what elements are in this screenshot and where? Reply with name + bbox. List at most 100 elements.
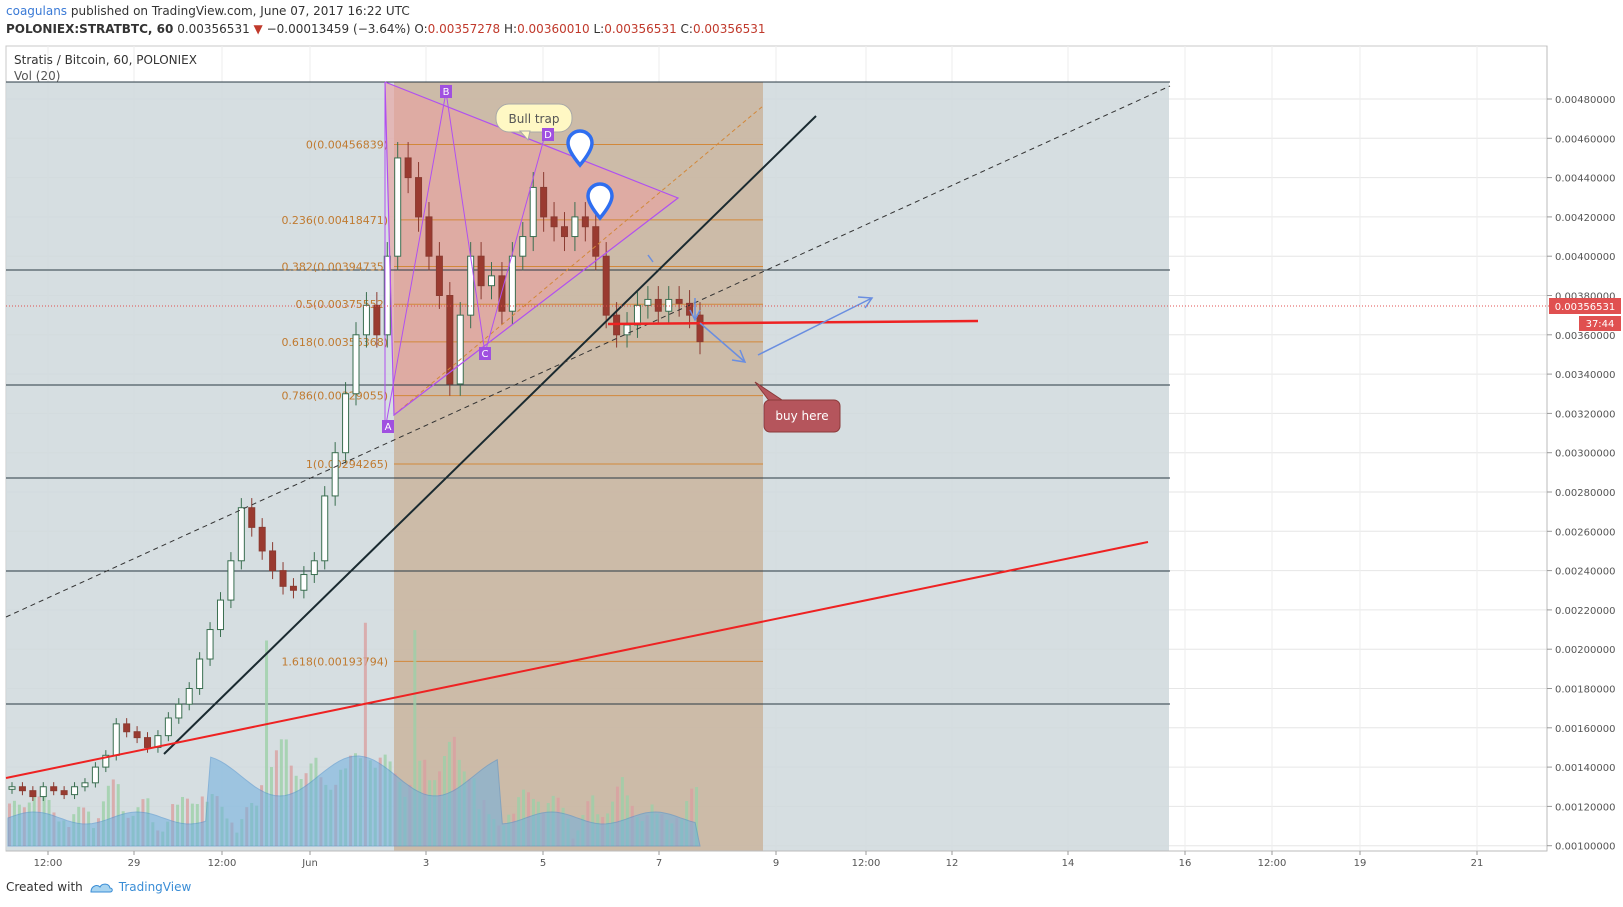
fib-level-label: 1(0.00294265) [306,458,388,471]
candle-body [342,393,350,454]
candle-body [404,157,412,179]
candle-body [269,550,277,572]
ohlc-line: POLONIEX:STRATBTC, 60 0.00356531 ▼ −0.00… [6,22,766,36]
high-label: H: [504,22,518,36]
open-value: 0.00357278 [427,22,501,36]
red-support-line [5,541,1149,779]
candle-body [581,216,589,228]
candle-body [331,452,339,497]
candle-body [488,275,496,287]
fib-level-label: 1.618(0.00193794) [281,655,388,668]
point-a-label: A [382,420,394,433]
candle-body [675,298,683,304]
time-tick-label: 29 [128,858,141,869]
candle-body [237,507,245,562]
projection-arrows [647,254,874,363]
time-tick-label: 12:00 [208,858,237,869]
volume-bar [620,777,624,846]
current-price-badge: 0.00356531 [1549,298,1621,314]
candle-body [29,790,37,798]
volume-bar [591,795,595,846]
time-axis[interactable]: 12:00 29 12:00 Jun 3 5 7 9 12:00 12 14 16 12:00 19 21 [6,850,1547,869]
volume-bar [200,796,204,846]
black-trend-line [163,115,817,755]
author-link[interactable]: coagulans [6,4,68,18]
candle-body [258,526,266,552]
current-price-text: 0.00356531 [1555,302,1615,313]
candle-body [508,255,516,312]
price-tick-label: 0.00120000 [1555,802,1615,813]
svg-text:C: C [482,349,489,360]
price-axis[interactable]: 0.00480000 0.00460000 0.00440000 0.00420000… [1547,95,1615,853]
time-tick-label: 3 [423,858,429,869]
candle-body [602,255,610,316]
time-tick-label: 14 [1062,858,1075,869]
svg-text:A: A [385,422,392,433]
candle-body [185,688,193,705]
location-marker-2-icon [586,182,614,221]
bull-trap-callout[interactable]: Bull trap [495,103,573,142]
red-horizontal-line [607,319,979,326]
price-tick-label: 0.00360000 [1555,331,1615,342]
candle-body [321,495,329,562]
countdown-badge: 37:44 [1579,316,1621,331]
publish-info: coagulans published on TradingView.com, … [6,4,410,18]
last-price: 0.00356531 [177,22,250,36]
triangle-outline [384,81,680,417]
candle-body [519,236,527,257]
high-value: 0.00360010 [517,22,590,36]
fib-level-label: 0.236(0.00418471) [281,214,388,227]
candle-body [665,298,673,312]
location-marker-1-icon [566,129,594,168]
candle-body [227,560,235,601]
volume-bar [695,787,699,846]
candles [8,142,704,801]
price-tick-label: 0.00420000 [1555,213,1615,224]
candle-body [112,723,120,756]
candle-body [415,177,423,218]
candle-body [196,658,204,690]
tradingview-logo-icon[interactable] [89,880,113,894]
candle-body [60,790,68,796]
price-change: −0.00013459 (−3.64%) [266,22,411,36]
time-tick-label: 7 [656,858,662,869]
candle-body [686,302,694,316]
price-tick-label: 0.00300000 [1555,449,1615,460]
candle-body [18,786,26,792]
down-arrow-icon: ▼ [253,22,263,36]
price-tick-label: 0.00100000 [1555,842,1615,853]
price-tick-label: 0.00380000 [1555,292,1615,303]
volume-bar [279,739,283,846]
abcd-pattern [384,91,546,431]
volume-bar [413,630,417,846]
volume-bar [690,788,694,846]
candle-body [300,574,308,591]
price-tick-label: 0.00460000 [1555,134,1615,145]
volume-bar [265,640,269,846]
price-tick-label: 0.00400000 [1555,252,1615,263]
volume-bar [363,622,367,846]
symbol: POLONIEX:STRATBTC, 60 [6,22,174,36]
close-label: C: [680,22,693,36]
time-tick-label: 9 [773,858,779,869]
candle-body [164,717,172,737]
volume-bar [111,779,115,846]
volume-bar [185,798,189,846]
fib-level-label: 0.382(0.00394735) [281,261,388,274]
point-d-label: D [542,128,554,141]
price-chart[interactable]: 0(0.00456839) 0.236(0.00418471) 0.382(0.00… [0,40,1623,876]
price-tick-label: 0.00180000 [1555,685,1615,696]
volume-bar [284,739,288,846]
tradingview-brand[interactable]: TradingView [118,880,192,894]
low-value: 0.00356531 [604,22,677,36]
price-tick-label: 0.00240000 [1555,567,1615,578]
point-b-label: B [440,85,452,98]
time-tick-label: 12:00 [852,858,881,869]
candle-body [540,186,548,218]
buy-here-callout[interactable]: buy here [754,381,841,433]
candle-body [644,298,652,306]
candle-body [654,298,662,312]
candle-body [592,226,600,257]
time-tick-label: Jun [301,858,318,869]
candle-body [456,314,464,385]
